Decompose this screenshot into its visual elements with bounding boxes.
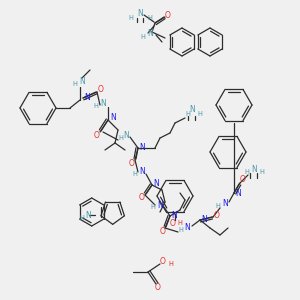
Text: H: H: [244, 169, 249, 175]
Text: H: H: [198, 111, 203, 117]
Text: H: H: [94, 103, 98, 109]
Text: H: H: [148, 15, 152, 21]
Text: O: O: [129, 158, 135, 167]
Text: O: O: [214, 211, 220, 220]
Text: N: N: [222, 200, 228, 208]
Text: H: H: [133, 171, 137, 177]
Text: O: O: [165, 11, 171, 20]
Text: N: N: [171, 212, 177, 220]
Text: O: O: [98, 85, 104, 94]
Text: N: N: [147, 28, 153, 38]
Text: H: H: [186, 111, 190, 117]
Text: H: H: [178, 227, 183, 233]
Text: N: N: [184, 224, 190, 232]
Text: N: N: [189, 106, 195, 115]
Text: H: H: [169, 261, 173, 267]
Text: N: N: [251, 166, 257, 175]
Text: O: O: [240, 176, 246, 184]
Text: O: O: [160, 257, 166, 266]
Text: N: N: [235, 188, 241, 197]
Text: N: N: [157, 200, 163, 209]
Text: N: N: [85, 211, 91, 220]
Text: H: H: [141, 34, 146, 40]
Text: H: H: [118, 135, 123, 141]
Text: N: N: [84, 94, 90, 103]
Text: N: N: [100, 100, 106, 109]
Text: N: N: [153, 179, 159, 188]
Text: O: O: [155, 284, 161, 292]
Text: H: H: [129, 15, 134, 21]
Text: N: N: [137, 8, 143, 17]
Text: H: H: [73, 81, 77, 87]
Text: O: O: [139, 194, 145, 202]
Text: N: N: [201, 215, 207, 224]
Text: H: H: [260, 169, 264, 175]
Text: H: H: [151, 204, 155, 210]
Text: H: H: [80, 215, 84, 221]
Text: N: N: [110, 113, 116, 122]
Text: N: N: [123, 130, 129, 140]
Text: H: H: [216, 203, 220, 209]
Text: H: H: [178, 220, 182, 226]
Text: N: N: [139, 167, 145, 176]
Text: N: N: [79, 77, 85, 86]
Text: O: O: [170, 218, 176, 227]
Text: N: N: [139, 143, 145, 152]
Text: O: O: [94, 130, 100, 140]
Text: O: O: [160, 226, 166, 236]
